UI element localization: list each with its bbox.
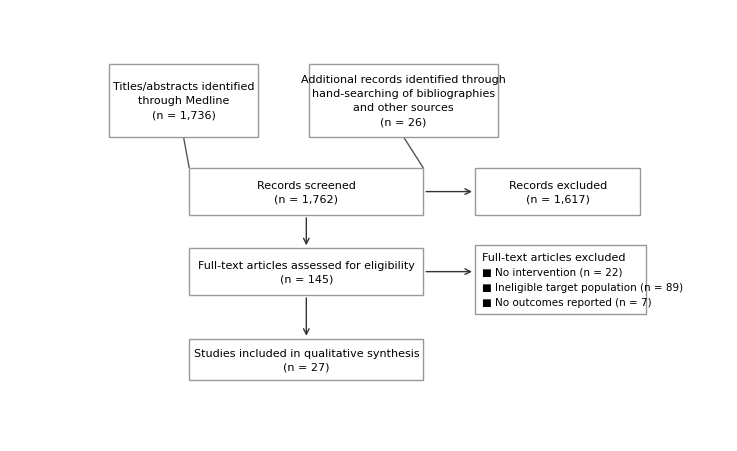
Text: Records excluded: Records excluded xyxy=(509,180,607,190)
Bar xyxy=(475,169,640,216)
Bar xyxy=(189,249,423,295)
Bar xyxy=(475,245,646,315)
Text: (n = 145): (n = 145) xyxy=(279,274,333,284)
Text: through Medline: through Medline xyxy=(138,96,229,106)
Text: Records screened: Records screened xyxy=(257,180,356,190)
Text: Titles/abstracts identified: Titles/abstracts identified xyxy=(113,82,254,92)
Text: Additional records identified through: Additional records identified through xyxy=(301,75,506,85)
Text: Full-text articles assessed for eligibility: Full-text articles assessed for eligibil… xyxy=(198,260,415,270)
Text: Studies included in qualitative synthesis: Studies included in qualitative synthesi… xyxy=(194,348,419,358)
Bar xyxy=(189,169,423,216)
Text: and other sources: and other sources xyxy=(353,103,454,113)
Bar xyxy=(109,64,258,138)
Text: (n = 1,736): (n = 1,736) xyxy=(152,110,215,120)
Text: (n = 27): (n = 27) xyxy=(283,362,329,372)
Text: (n = 1,762): (n = 1,762) xyxy=(274,194,338,204)
Text: hand-searching of bibliographies: hand-searching of bibliographies xyxy=(312,89,495,99)
Bar xyxy=(310,64,497,138)
Text: ■ No outcomes reported (n = 7): ■ No outcomes reported (n = 7) xyxy=(482,297,652,307)
Text: (n = 1,617): (n = 1,617) xyxy=(525,194,590,204)
Text: Full-text articles excluded: Full-text articles excluded xyxy=(482,253,625,262)
Text: (n = 26): (n = 26) xyxy=(380,117,427,127)
Text: ■ No intervention (n = 22): ■ No intervention (n = 22) xyxy=(482,267,622,277)
Bar xyxy=(189,339,423,381)
Text: ■ Ineligible target population (n = 89): ■ Ineligible target population (n = 89) xyxy=(482,282,682,292)
